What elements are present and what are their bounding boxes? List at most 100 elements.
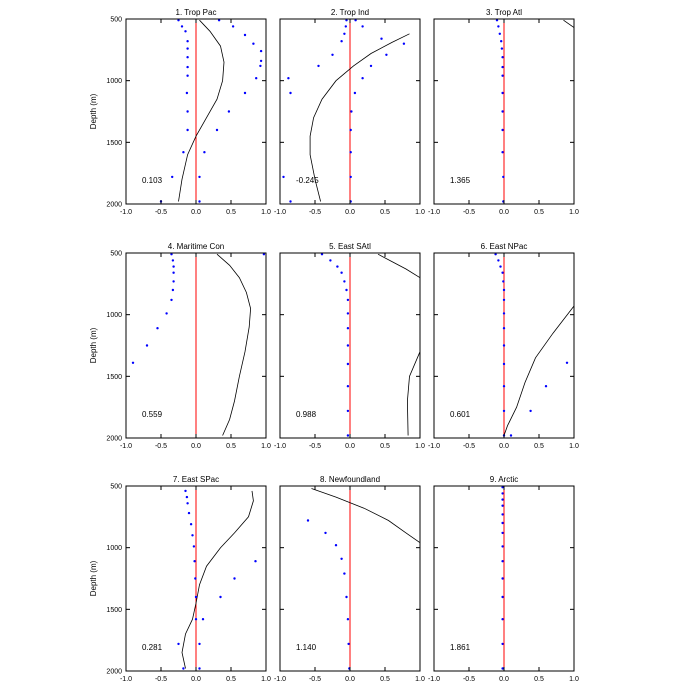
panel-6-dot-3 <box>499 265 502 268</box>
panel-5-dot-9 <box>346 327 350 330</box>
panel-3-xtick-label-5: 1.0 <box>569 209 579 216</box>
panel-1-dot-13 <box>186 65 189 69</box>
panel-3-dot-8 <box>501 74 504 77</box>
panel-5-dot-8 <box>346 312 350 315</box>
panel-3-dot-4 <box>500 40 503 43</box>
panel-1-dot-14 <box>259 64 262 68</box>
panel-1-dot-4 <box>231 25 235 28</box>
panel-3-annotation: 1.365 <box>450 176 471 185</box>
panel-9-dot-2 <box>501 492 504 495</box>
panel-7-dot-9 <box>254 560 257 563</box>
panel-9-xtick-label-1: -1.0 <box>428 676 440 683</box>
panel-5-dot-12 <box>346 385 350 388</box>
panel-1-dot-22 <box>215 128 219 132</box>
panel-4-dot-11 <box>145 344 149 347</box>
panel-1-dot-2 <box>217 19 221 22</box>
panel-3-dot-6 <box>501 56 504 59</box>
panel-7-dot-2 <box>185 495 189 499</box>
panel-6-dot-18 <box>509 434 513 437</box>
panel-6-xtick-label-2: -0.5 <box>463 443 475 450</box>
panel-4-xtick-label-4: 0.5 <box>226 443 236 450</box>
panel-7-dot-6 <box>191 534 194 537</box>
panel-3-title: 3. Trop Atl <box>486 8 522 17</box>
panel-8-dot-2 <box>324 531 327 535</box>
panel-5-xtick-label-1: -1.0 <box>274 443 286 450</box>
panel-8-dot-5 <box>343 572 346 575</box>
panel-2-dot-5 <box>343 32 346 35</box>
panel-4-ytick-label-1: 500 <box>110 251 122 258</box>
panel-1-dot-18 <box>243 91 247 95</box>
panel-4-dot-9 <box>165 312 168 315</box>
panel-6-dot-2 <box>497 259 500 262</box>
panel-9-dot-3 <box>501 498 504 501</box>
panel-7-annotation: 0.281 <box>142 643 163 652</box>
panel-3-dot-7 <box>501 65 504 69</box>
panel-6-dot-5 <box>502 280 505 283</box>
panel-1-dot-16 <box>255 77 258 80</box>
panel-1-dot-7 <box>186 40 189 43</box>
panel-4-xtick-label-3: 0.0 <box>191 443 201 450</box>
panel-4-dot-10 <box>156 327 159 330</box>
panel-9-dot-12 <box>501 618 504 621</box>
panel-6-dot-13 <box>502 385 506 388</box>
panel-5-xtick-label-5: 1.0 <box>415 443 425 450</box>
panel-2-dot-21 <box>349 175 352 179</box>
panel-2-dot-16 <box>353 91 357 95</box>
panel-7-dot-1 <box>184 489 187 493</box>
panel-5-dot-3 <box>336 265 339 268</box>
panel-2-dot-6 <box>380 37 383 40</box>
panel-7-dot-19 <box>198 667 201 670</box>
panel-1-dot-24 <box>203 151 206 154</box>
panel-2-dot-18 <box>349 128 352 132</box>
panel-9-dot-11 <box>501 595 504 599</box>
panel-9-dot-14 <box>501 667 504 670</box>
panel-1-dot-21 <box>186 128 189 132</box>
panel-1-curve <box>178 19 225 202</box>
panel-2-dot-3 <box>344 25 347 28</box>
panel-1-dot-8 <box>252 42 255 45</box>
panel-3-dot-12 <box>501 151 504 154</box>
panel-5: 5. East SAtl -1.0 -0.5 0.0 0.5 1.0 0.988 <box>274 242 425 450</box>
panel-1-dot-9 <box>186 47 189 50</box>
panel-6-dot-8 <box>502 312 506 315</box>
panel-6-dot-11 <box>502 362 506 366</box>
panel-1-xtick-label-5: 1.0 <box>261 209 271 216</box>
panel-7-ytick-label-2: 1000 <box>106 545 122 552</box>
panel-6-dot-16 <box>529 409 532 413</box>
panel-5-annotation: 0.988 <box>296 410 317 419</box>
panel-6-dot-7 <box>502 298 506 302</box>
panel-4-annotation: 0.559 <box>142 410 163 419</box>
panel-1-dot-1 <box>177 19 180 22</box>
panel-2-dot-22 <box>289 200 292 203</box>
panel-4-ylabel: Depth (m) <box>89 327 98 363</box>
panel-6-xtick-label-3: 0.0 <box>499 443 509 450</box>
panel-3-dot-1 <box>495 19 499 22</box>
panel-9-dot-13 <box>501 642 504 646</box>
panel-9-dot-10 <box>501 577 504 580</box>
panel-6-curve <box>503 305 575 436</box>
panel-7-xtick-label-4: 0.5 <box>226 676 236 683</box>
panel-3-xtick-label-3: 0.0 <box>499 209 509 216</box>
panel-4-dot-1 <box>170 253 173 256</box>
panel-4-dot-3 <box>171 259 175 262</box>
panel-5-dot-13 <box>346 409 350 413</box>
panel-1-dot-10 <box>259 49 263 53</box>
panel-2-dot-8 <box>402 42 406 45</box>
panel-2-annotation: -0.245 <box>296 176 319 185</box>
panel-9-dot-8 <box>501 545 504 548</box>
panel-7-dot-5 <box>189 523 193 526</box>
panel-6-xtick-label-4: 0.5 <box>534 443 544 450</box>
panel-7-dot-15 <box>201 618 205 621</box>
panel-5-dot-2 <box>329 259 332 262</box>
panel-4-xtick-label-2: -0.5 <box>155 443 167 450</box>
panel-5-curve <box>377 253 421 279</box>
panel-5-dot-5 <box>343 280 346 283</box>
panel-2-dot-11 <box>317 64 320 68</box>
panel-8-xtick-label-3: 0.0 <box>345 676 355 683</box>
panel-3-dot-2 <box>497 25 500 28</box>
panel-2-dot-2 <box>354 19 357 22</box>
panel-2-dot-1 <box>345 19 348 22</box>
panel-1-xtick-label-4: 0.5 <box>226 209 236 216</box>
panel-7-ylabel: Depth (m) <box>89 560 98 596</box>
